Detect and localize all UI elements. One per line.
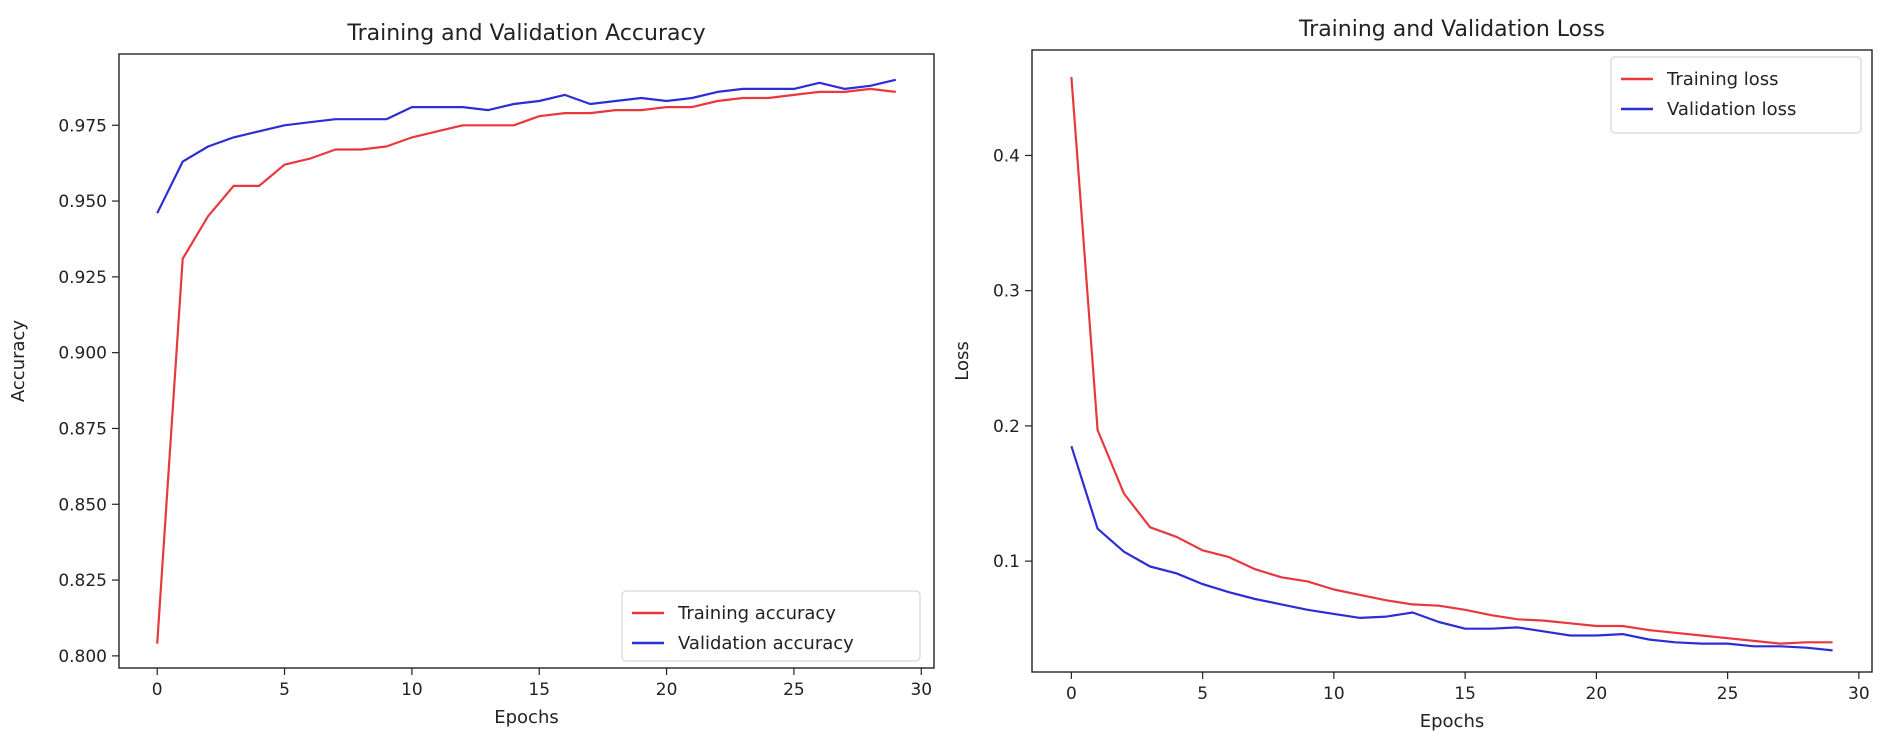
y-tick-label: 0.925	[58, 268, 107, 288]
series-line-training-accuracy	[156, 87, 896, 644]
y-axis-label: Loss	[952, 341, 973, 380]
x-axis-label: Epochs	[1420, 711, 1485, 732]
y-tick-label: 0.3	[993, 282, 1020, 302]
x-tick-label: 20	[656, 680, 678, 700]
x-tick-label: 0	[152, 680, 163, 700]
legend: Training loss Validation loss	[1610, 56, 1862, 134]
y-tick-label: 0.850	[58, 495, 107, 515]
y-tick-label: 0.900	[58, 344, 107, 364]
plot-frame	[118, 53, 935, 669]
series-line-validation-accuracy	[156, 78, 897, 214]
plot-frame	[1031, 49, 1873, 673]
y-tick-label: 0.950	[58, 192, 107, 212]
series-line-validation-loss	[1070, 445, 1833, 652]
y-tick-label: 0.800	[58, 647, 107, 667]
legend: Training accuracy Validation accuracy	[621, 590, 921, 662]
x-tick-label: 10	[1323, 684, 1345, 704]
y-tick-label: 0.4	[993, 146, 1020, 166]
x-tick-label: 15	[528, 680, 550, 700]
x-tick-label: 25	[783, 680, 805, 700]
x-tick-label: 20	[1586, 684, 1608, 704]
x-tick-label: 5	[1197, 684, 1208, 704]
x-tick-label: 30	[910, 680, 932, 700]
x-tick-label: 0	[1066, 684, 1077, 704]
legend-label: Validation loss	[1667, 99, 1796, 120]
legend-label: Training accuracy	[677, 603, 836, 624]
y-tick-label: 0.825	[58, 571, 107, 591]
y-tick-label: 0.2	[993, 417, 1020, 437]
x-tick-label: 25	[1717, 684, 1739, 704]
y-tick-label: 0.1	[993, 552, 1020, 572]
legend-label: Training loss	[1666, 69, 1779, 90]
x-tick-label: 30	[1848, 684, 1870, 704]
chart-title: Training and Validation Accuracy	[346, 21, 705, 46]
x-tick-label: 15	[1454, 684, 1476, 704]
legend-box	[1610, 56, 1862, 134]
x-tick-label: 10	[401, 680, 423, 700]
x-axis-label: Epochs	[494, 707, 559, 728]
y-tick-label: 0.975	[58, 116, 107, 136]
series-line-training-loss	[1070, 76, 1833, 645]
chart-title: Training and Validation Loss	[1298, 17, 1605, 42]
chart-loss: Training and Validation Loss 0 5 10 15 20 25 30…	[952, 17, 1873, 732]
chart-accuracy: Training and Validation Accuracy 0 5 10 15 20…	[8, 21, 935, 728]
y-axis-label: Accuracy	[8, 320, 29, 403]
legend-box	[621, 590, 921, 662]
legend-label: Validation accuracy	[678, 633, 854, 654]
x-tick-label: 5	[279, 680, 290, 700]
y-tick-label: 0.875	[58, 419, 107, 439]
